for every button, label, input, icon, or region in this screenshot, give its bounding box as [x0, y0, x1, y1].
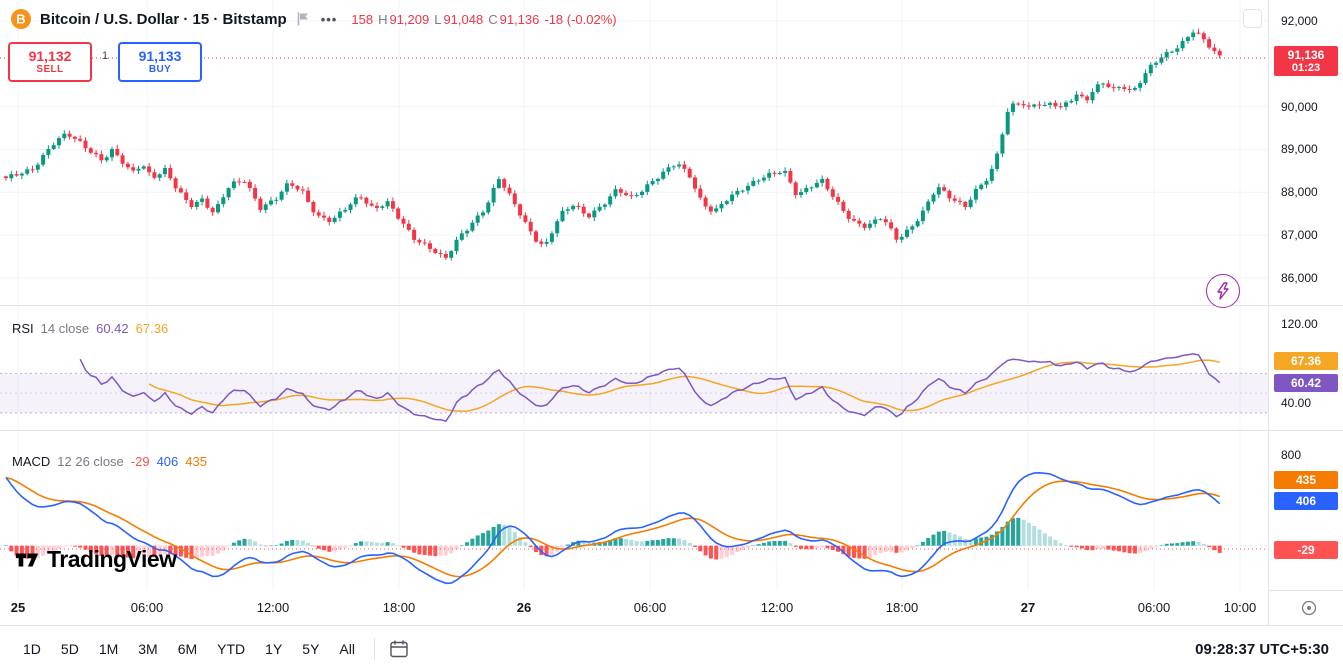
- sell-label: SELL: [36, 64, 64, 76]
- range-1m[interactable]: 1M: [90, 636, 127, 662]
- tradingview-logo-icon: [15, 553, 39, 566]
- macd-hist-badge: -29: [1274, 541, 1338, 559]
- macd-line-value: 406: [156, 454, 179, 469]
- go-to-date-icon[interactable]: [385, 635, 413, 663]
- high-value: 91,209: [389, 11, 430, 27]
- time-tick: 18:00: [885, 600, 919, 615]
- flag-icon[interactable]: [295, 11, 311, 27]
- time-tick: 06:00: [633, 600, 667, 615]
- tradingview-watermark: TradingView: [14, 546, 177, 573]
- rsi-params: 14 close: [40, 321, 90, 336]
- macd-hist-value: -29: [130, 454, 150, 469]
- current-price-badge: 91,136 01:23: [1274, 46, 1338, 76]
- price-axis-label: 88,000: [1281, 185, 1318, 200]
- price-axis-label: 86,000: [1281, 270, 1318, 285]
- range-ytd[interactable]: YTD: [208, 636, 254, 662]
- macd-pane[interactable]: [0, 430, 1268, 590]
- range-1y[interactable]: 1Y: [256, 636, 291, 662]
- pane-separator[interactable]: [0, 430, 1343, 431]
- time-tick: 27: [1020, 600, 1036, 615]
- toolbar-divider: [373, 638, 375, 660]
- ohlc-values: 158 H 91,209 L 91,048 C 91,136 -18 (-0.02%): [351, 12, 616, 27]
- symbol-header: B Bitcoin / U.S. Dollar · 15 · Bitstamp …: [10, 8, 617, 30]
- more-options-button[interactable]: •••: [320, 11, 338, 27]
- close-label: C: [488, 11, 498, 27]
- clock[interactable]: 09:28:37 UTC+5:30: [1195, 640, 1329, 658]
- time-tick: 10:00: [1223, 600, 1257, 615]
- pane-separator[interactable]: [0, 305, 1343, 306]
- macd-line-badge: 406: [1274, 492, 1338, 510]
- range-5y[interactable]: 5Y: [293, 636, 328, 662]
- lightning-icon: [1217, 282, 1229, 300]
- lightning-trade-button[interactable]: [1206, 274, 1240, 308]
- time-tick: 06:00: [1137, 600, 1171, 615]
- buy-price: 91,133: [138, 47, 182, 64]
- rsi-ma-badge: 67.36: [1274, 352, 1338, 370]
- rsi-value: 60.42: [96, 321, 129, 336]
- macd-header[interactable]: MACD 12 26 close -29 406 435: [12, 454, 207, 469]
- time-tick: 18:00: [382, 600, 416, 615]
- time-axis-settings-icon[interactable]: [1300, 599, 1318, 622]
- price-axis-label: 90,000: [1281, 99, 1318, 114]
- price-axis-border: [1268, 0, 1269, 625]
- range-6m[interactable]: 6M: [169, 636, 206, 662]
- time-axis[interactable]: 25 06:00 12:00 18:00 26 06:00 12:00 18:00 27 06:0…: [0, 590, 1268, 625]
- watermark-text: TradingView: [47, 546, 177, 572]
- spread-value: 1: [101, 50, 109, 62]
- range-all[interactable]: All: [330, 636, 364, 662]
- time-tick: 12:00: [760, 600, 794, 615]
- time-tick: 25: [10, 600, 26, 615]
- time-tick: 26: [516, 600, 532, 615]
- range-3m[interactable]: 3M: [129, 636, 166, 662]
- svg-text:B: B: [16, 12, 25, 27]
- macd-params: 12 26 close: [57, 454, 124, 469]
- current-price: 91,136: [1287, 48, 1325, 62]
- time-tick: 12:00: [256, 600, 290, 615]
- sell-button[interactable]: 91,132 SELL: [8, 42, 92, 82]
- rsi-badge: 60.42: [1274, 374, 1338, 392]
- rsi-axis-label: 40.00: [1281, 396, 1312, 410]
- change-value: -18 (-0.02%): [544, 11, 617, 27]
- open-value: 158: [351, 11, 374, 27]
- symbol-title[interactable]: Bitcoin / U.S. Dollar · 15 · Bitstamp: [40, 10, 287, 28]
- macd-title: MACD: [12, 454, 51, 469]
- rsi-axis-label: 120.00: [1281, 317, 1318, 331]
- close-value: 91,136: [499, 11, 540, 27]
- bottom-toolbar: 1D 5D 1M 3M 6M YTD 1Y 5Y All 09:28:37 UTC+5:30: [0, 625, 1343, 672]
- bar-countdown: 01:23: [1291, 62, 1321, 74]
- price-axis-label: 87,000: [1281, 228, 1318, 242]
- rsi-title: RSI: [12, 321, 34, 336]
- range-buttons: 1D 5D 1M 3M 6M YTD 1Y 5Y All: [14, 636, 364, 662]
- sell-price: 91,132: [28, 47, 72, 64]
- range-1d[interactable]: 1D: [14, 636, 50, 662]
- rsi-ma-value: 67.36: [135, 321, 169, 336]
- buy-button[interactable]: 91,133 BUY: [118, 42, 202, 82]
- low-value: 91,048: [443, 11, 484, 27]
- price-axis-label: 89,000: [1281, 142, 1318, 157]
- macd-axis-label: 800: [1281, 447, 1302, 462]
- time-tick: 06:00: [130, 600, 164, 615]
- low-label: L: [434, 11, 442, 27]
- high-label: H: [378, 11, 388, 27]
- bitcoin-logo-icon: B: [10, 8, 32, 30]
- price-axis-label: 92,000: [1281, 14, 1318, 28]
- buy-label: BUY: [148, 64, 172, 76]
- rsi-pane[interactable]: [0, 305, 1268, 430]
- price-axis[interactable]: 91,136 01:23 67.36 60.42 435 406 -29 92,…: [1269, 0, 1343, 590]
- pane-maximize-button[interactable]: [1243, 9, 1262, 28]
- rsi-header[interactable]: RSI 14 close 60.42 67.36: [12, 321, 168, 336]
- range-5d[interactable]: 5D: [52, 636, 88, 662]
- price-chart[interactable]: [0, 0, 1268, 305]
- macd-signal-value: 435: [185, 454, 207, 469]
- macd-signal-badge: 435: [1274, 471, 1338, 489]
- order-panel: 91,132 SELL 1 91,133 BUY: [8, 42, 202, 82]
